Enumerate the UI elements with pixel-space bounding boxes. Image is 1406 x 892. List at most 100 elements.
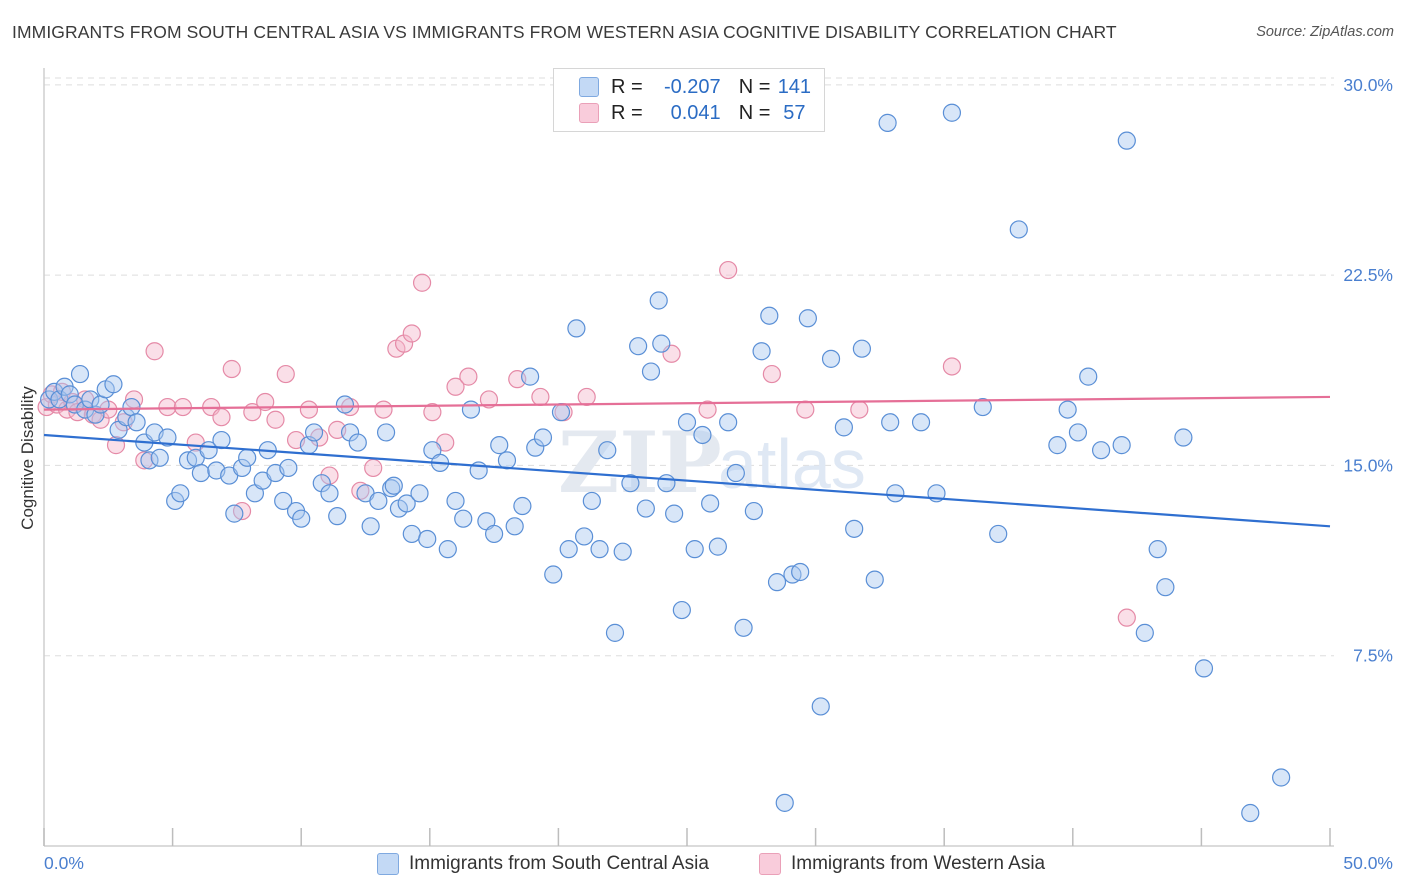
point-south-central-asia — [158, 428, 177, 447]
legend-swatch-blue — [579, 77, 599, 97]
point-south-central-asia — [274, 491, 293, 511]
point-western-asia — [91, 410, 110, 429]
bottom-legend-label: Immigrants from Western Asia — [791, 853, 1046, 874]
bottom-legend-swatch-pink — [759, 853, 781, 875]
y-tick-label: 15.0% — [1343, 455, 1393, 475]
point-western-asia — [364, 458, 383, 478]
point-south-central-asia — [150, 448, 169, 467]
point-south-central-asia — [701, 494, 720, 513]
point-south-central-asia — [551, 403, 571, 422]
legend-r-label: R = — [611, 75, 643, 98]
point-south-central-asia — [1194, 659, 1214, 678]
bottom-legend-swatch-blue — [377, 853, 399, 875]
point-western-asia — [299, 400, 319, 419]
legend-row-south-central-asia: R = -0.207 N = 141 — [579, 75, 818, 99]
point-western-asia — [212, 408, 231, 427]
legend-r-value: 0.041 — [670, 101, 721, 124]
point-western-asia — [266, 410, 285, 429]
point-western-asia — [423, 403, 442, 422]
point-south-central-asia — [335, 395, 355, 414]
point-south-central-asia — [376, 423, 396, 442]
point-south-central-asia — [821, 349, 841, 368]
point-south-central-asia — [320, 484, 339, 503]
point-south-central-asia — [834, 418, 853, 437]
point-south-central-asia — [279, 458, 298, 478]
point-south-central-asia — [382, 479, 401, 498]
point-south-central-asia — [672, 600, 691, 620]
point-south-central-asia — [798, 309, 817, 328]
trend-lines — [43, 395, 1331, 528]
point-western-asia — [719, 260, 738, 280]
point-south-central-asia — [677, 413, 697, 432]
point-south-central-asia — [104, 375, 123, 394]
point-western-asia — [1117, 608, 1136, 627]
point-south-central-asia — [641, 362, 661, 381]
point-south-central-asia — [590, 540, 609, 559]
point-south-central-asia — [1009, 220, 1028, 239]
point-south-central-asia — [238, 448, 257, 467]
point-south-central-asia — [490, 436, 509, 455]
y-tick-label: 22.5% — [1343, 265, 1393, 285]
point-south-central-asia — [1272, 768, 1291, 787]
point-south-central-asia — [292, 509, 311, 528]
point-south-central-asia — [122, 397, 141, 417]
y-tick-label: 30.0% — [1343, 75, 1393, 95]
legend-row-western-asia: R = 0.041 N = 57 — [579, 101, 818, 125]
series-western-asia — [37, 260, 1136, 627]
gridlines — [44, 77, 1334, 657]
point-south-central-asia — [989, 524, 1008, 544]
point-south-central-asia — [649, 291, 668, 310]
point-western-asia — [310, 428, 329, 447]
series-south-central-asia — [40, 103, 1291, 823]
point-western-asia — [276, 364, 295, 384]
point-south-central-asia — [397, 494, 416, 513]
point-south-central-asia — [652, 334, 671, 353]
point-western-asia — [158, 397, 177, 417]
point-western-asia — [145, 342, 164, 361]
point-south-central-asia — [410, 484, 429, 503]
point-western-asia — [531, 387, 550, 407]
correlation-legend: R = -0.207 N = 141 R = 0.041 N = 57 — [553, 68, 825, 132]
point-south-central-asia — [636, 499, 655, 518]
point-south-central-asia — [1048, 436, 1067, 455]
point-south-central-asia — [845, 519, 864, 538]
point-western-asia — [942, 357, 962, 376]
point-south-central-asia — [212, 430, 231, 450]
point-western-asia — [412, 273, 432, 292]
point-south-central-asia — [575, 527, 594, 546]
point-western-asia — [446, 377, 465, 396]
point-south-central-asia — [225, 504, 244, 523]
point-south-central-asia — [1058, 400, 1077, 419]
point-south-central-asia — [544, 565, 563, 584]
point-western-asia — [173, 397, 192, 417]
point-south-central-asia — [513, 496, 532, 516]
point-south-central-asia — [369, 491, 388, 511]
point-south-central-asia — [418, 529, 437, 549]
point-south-central-asia — [191, 463, 210, 483]
x-tick-label: 0.0% — [44, 853, 84, 873]
legend-n-label: N = — [738, 101, 771, 124]
point-south-central-asia — [1112, 436, 1131, 455]
point-south-central-asia — [1174, 428, 1193, 447]
point-south-central-asia — [60, 385, 79, 404]
tick-labels: 7.5% 15.0% 22.5% 30.0% 0.0% 50.0% — [44, 75, 1393, 873]
axes — [43, 68, 1334, 847]
point-western-asia — [320, 466, 339, 485]
point-south-central-asia — [665, 504, 684, 523]
point-south-central-asia — [881, 413, 900, 432]
point-south-central-asia — [629, 337, 648, 356]
point-south-central-asia — [1117, 131, 1136, 150]
bottom-legend-south-central-asia: Immigrants from South Central Asia — [377, 851, 709, 877]
point-south-central-asia — [526, 438, 545, 457]
point-south-central-asia — [613, 542, 632, 561]
point-south-central-asia — [461, 400, 481, 419]
point-south-central-asia — [1079, 367, 1098, 386]
trend-line-south-central-asia — [43, 433, 1331, 528]
point-south-central-asia — [567, 319, 586, 338]
point-south-central-asia — [91, 395, 110, 414]
trend-line-western-asia — [43, 395, 1331, 411]
point-south-central-asia — [559, 540, 578, 559]
point-south-central-asia — [361, 517, 380, 536]
point-south-central-asia — [598, 441, 617, 460]
chart-title: IMMIGRANTS FROM SOUTH CENTRAL ASIA VS IM… — [12, 22, 1117, 42]
